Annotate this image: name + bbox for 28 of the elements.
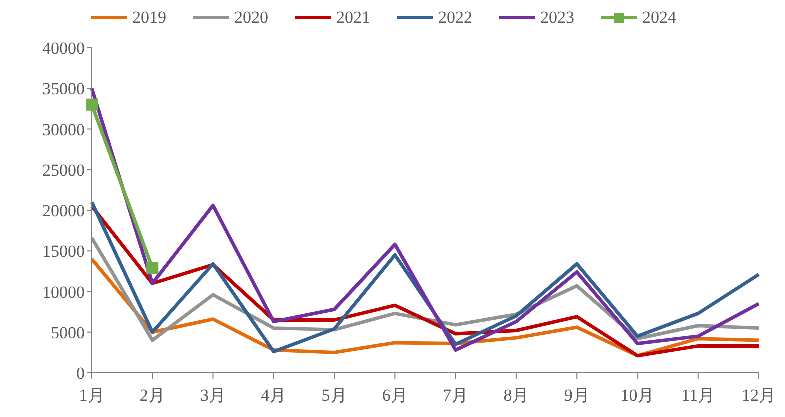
x-tick-label: 10月 <box>620 386 655 406</box>
legend-label: 2019 <box>132 8 166 28</box>
y-tick-label: 25000 <box>42 160 85 180</box>
x-tick-label: 11月 <box>682 386 716 406</box>
y-tick-label: 0 <box>76 364 85 384</box>
x-tick-label: 4月 <box>261 386 287 406</box>
legend-label: 2021 <box>336 8 370 28</box>
x-tick-label: 9月 <box>564 386 590 406</box>
x-tick-label: 5月 <box>322 386 348 406</box>
x-tick-label: 12月 <box>742 386 776 406</box>
x-tick-label: 7月 <box>443 386 469 406</box>
x-tick-label: 2月 <box>140 386 166 406</box>
x-tick-label: 1月 <box>79 386 105 406</box>
y-tick-label: 20000 <box>42 202 85 221</box>
line-series <box>90 86 761 352</box>
legend-label: 2022 <box>438 8 472 28</box>
legend-label: 2024 <box>642 8 676 28</box>
legend-label: 2023 <box>540 8 574 28</box>
y-tick-label: 5000 <box>51 323 85 342</box>
y-tick-label: 15000 <box>42 242 85 262</box>
y-tick-label: 35000 <box>42 80 85 99</box>
y-tick-label: 40000 <box>42 39 85 58</box>
x-tick-label: 6月 <box>382 386 408 406</box>
y-tick-label: 30000 <box>42 120 85 140</box>
x-tick-label: 3月 <box>200 386 226 406</box>
x-tick-label: 8月 <box>504 386 530 406</box>
y-tick-label: 10000 <box>42 282 85 302</box>
legend-label: 2020 <box>234 8 268 28</box>
